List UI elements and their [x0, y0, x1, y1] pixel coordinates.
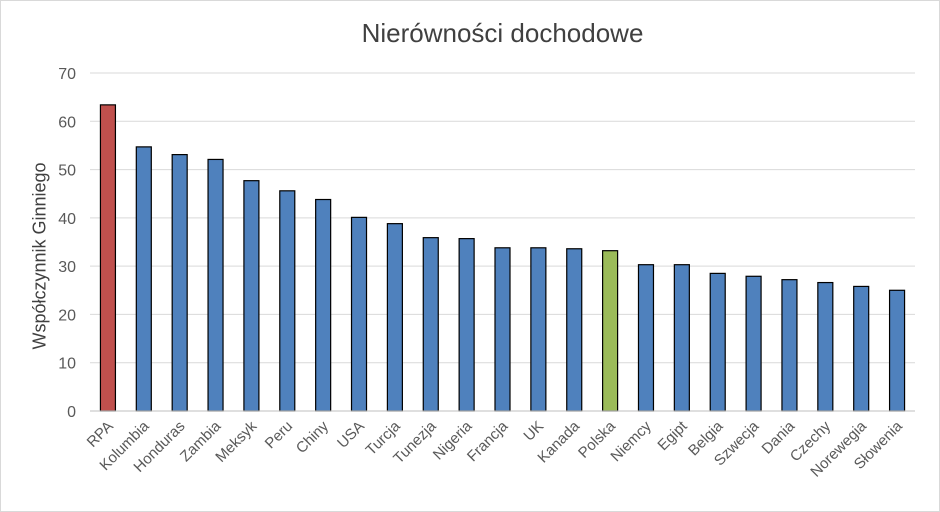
bar: [458, 238, 475, 412]
bar: [602, 250, 619, 412]
bar: [817, 281, 834, 412]
y-tick-label: 60: [58, 114, 76, 131]
y-tick-label: 0: [67, 404, 76, 421]
y-tick-label: 10: [58, 356, 76, 373]
bar: [637, 264, 655, 412]
bar: [315, 198, 332, 412]
bars: [99, 104, 906, 412]
bar: [350, 216, 368, 412]
x-tick-label: Francja: [464, 417, 512, 465]
bar: [745, 275, 762, 412]
bar: [279, 190, 296, 412]
x-tick-label: Meksyk: [212, 417, 260, 465]
x-tick-label: UK: [520, 418, 547, 445]
bar: [530, 247, 547, 412]
bar: [853, 285, 870, 412]
x-tick-label: Chiny: [293, 417, 332, 456]
y-tick-label: 50: [58, 163, 76, 180]
bar: [99, 104, 117, 412]
bar: [888, 289, 906, 412]
y-tick-labels: 0 10 20 30 40 50 60 70: [58, 66, 76, 421]
y-tick-label: 40: [58, 211, 76, 228]
bar: [566, 248, 583, 412]
bar: [171, 154, 188, 412]
y-tick-label: 20: [58, 307, 76, 324]
bar: [422, 237, 439, 412]
x-tick-label: Niemcy: [607, 417, 655, 465]
y-tick-label: 30: [58, 259, 76, 276]
bar: [243, 180, 260, 412]
bar: [709, 272, 726, 412]
bar: [386, 223, 403, 412]
bar: [207, 158, 224, 412]
y-tick-label: 70: [58, 66, 76, 83]
bar: [673, 264, 690, 412]
bar: [781, 279, 798, 412]
bar: [135, 146, 152, 412]
bar: [494, 247, 511, 412]
chart-title: Nierówności dochodowe: [361, 18, 644, 48]
x-tick-label: Peru: [262, 418, 296, 452]
